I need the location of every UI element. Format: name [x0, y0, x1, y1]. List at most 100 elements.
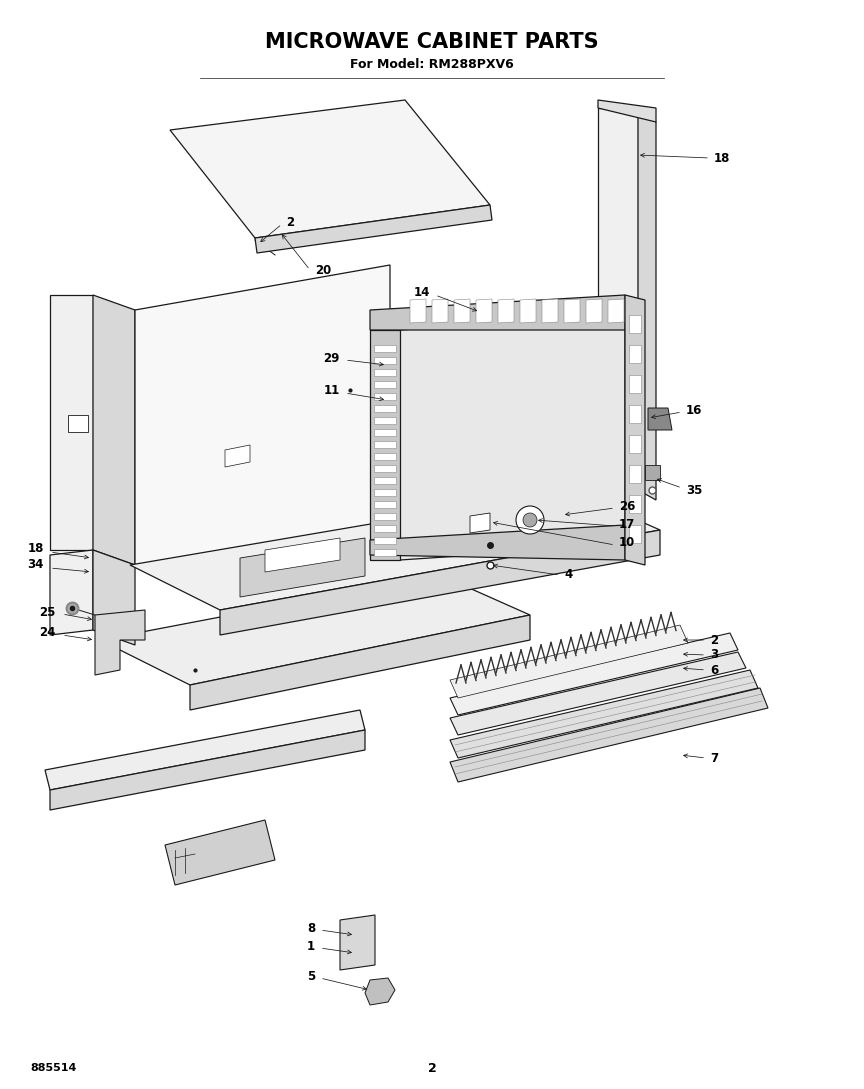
Text: 18: 18: [714, 151, 730, 164]
Polygon shape: [93, 295, 135, 565]
Polygon shape: [374, 393, 396, 400]
Text: 7: 7: [710, 751, 718, 764]
Polygon shape: [629, 525, 641, 543]
Polygon shape: [100, 575, 530, 685]
Polygon shape: [374, 549, 396, 556]
Text: 3: 3: [710, 649, 718, 661]
Polygon shape: [225, 445, 250, 467]
Polygon shape: [45, 710, 365, 790]
Text: 1: 1: [307, 940, 315, 953]
Polygon shape: [374, 501, 396, 507]
Polygon shape: [374, 465, 396, 472]
Polygon shape: [50, 550, 93, 635]
Text: For Model: RM288PXV6: For Model: RM288PXV6: [350, 59, 514, 72]
Polygon shape: [170, 100, 490, 238]
Polygon shape: [365, 978, 395, 1005]
Polygon shape: [586, 299, 602, 323]
Polygon shape: [370, 525, 625, 560]
Polygon shape: [638, 108, 656, 500]
Polygon shape: [165, 820, 275, 885]
Polygon shape: [450, 670, 758, 758]
Polygon shape: [374, 369, 396, 376]
Polygon shape: [374, 513, 396, 521]
Polygon shape: [564, 299, 580, 323]
Polygon shape: [598, 108, 638, 490]
Polygon shape: [374, 489, 396, 495]
Text: 18: 18: [28, 541, 44, 554]
Polygon shape: [629, 465, 641, 484]
Text: 34: 34: [28, 558, 44, 571]
Polygon shape: [629, 375, 641, 393]
Polygon shape: [370, 330, 400, 560]
Text: 6: 6: [710, 663, 718, 676]
Polygon shape: [370, 295, 625, 330]
Polygon shape: [265, 538, 340, 572]
Text: 29: 29: [324, 352, 340, 365]
Text: 26: 26: [619, 500, 635, 513]
Text: 25: 25: [40, 605, 56, 619]
Polygon shape: [374, 417, 396, 424]
Polygon shape: [135, 265, 390, 565]
Polygon shape: [50, 295, 93, 550]
Text: 2: 2: [286, 216, 294, 229]
Text: 14: 14: [414, 285, 430, 298]
Polygon shape: [190, 615, 530, 710]
Polygon shape: [374, 477, 396, 484]
Text: MICROWAVE CABINET PARTS: MICROWAVE CABINET PARTS: [265, 32, 599, 52]
Polygon shape: [520, 299, 536, 323]
Circle shape: [523, 513, 537, 527]
Polygon shape: [625, 295, 645, 565]
Text: 5: 5: [307, 969, 315, 982]
Polygon shape: [454, 299, 470, 323]
Polygon shape: [450, 625, 688, 698]
Polygon shape: [374, 537, 396, 544]
Circle shape: [516, 506, 544, 534]
Polygon shape: [50, 730, 365, 810]
Polygon shape: [629, 435, 641, 453]
Polygon shape: [608, 299, 624, 323]
Polygon shape: [374, 453, 396, 460]
Polygon shape: [130, 490, 660, 610]
Polygon shape: [648, 408, 672, 430]
Polygon shape: [340, 915, 375, 970]
Polygon shape: [68, 415, 88, 432]
Text: 2: 2: [710, 634, 718, 647]
Polygon shape: [255, 205, 492, 253]
Polygon shape: [542, 299, 558, 323]
Text: 17: 17: [619, 517, 635, 530]
Polygon shape: [410, 299, 426, 323]
Polygon shape: [374, 405, 396, 412]
Polygon shape: [374, 525, 396, 533]
Polygon shape: [240, 538, 365, 597]
Polygon shape: [450, 688, 768, 782]
Text: 2: 2: [428, 1062, 436, 1075]
Polygon shape: [374, 345, 396, 352]
Polygon shape: [374, 441, 396, 448]
Text: 16: 16: [686, 404, 702, 416]
Text: 24: 24: [40, 626, 56, 639]
Polygon shape: [498, 299, 514, 323]
Polygon shape: [400, 315, 625, 560]
Polygon shape: [645, 465, 660, 480]
Polygon shape: [220, 530, 660, 635]
Polygon shape: [93, 550, 135, 645]
Polygon shape: [432, 299, 448, 323]
Polygon shape: [598, 100, 656, 122]
Polygon shape: [629, 405, 641, 423]
Text: 4: 4: [564, 567, 572, 580]
Polygon shape: [629, 345, 641, 363]
Text: 8: 8: [307, 921, 315, 934]
Polygon shape: [470, 513, 490, 533]
Polygon shape: [374, 357, 396, 364]
Text: 11: 11: [324, 384, 340, 397]
Polygon shape: [476, 299, 492, 323]
Polygon shape: [629, 315, 641, 333]
Text: 20: 20: [315, 264, 331, 277]
Polygon shape: [450, 633, 738, 715]
Polygon shape: [95, 610, 145, 675]
Polygon shape: [629, 495, 641, 513]
Polygon shape: [450, 652, 746, 735]
Polygon shape: [374, 381, 396, 388]
Text: 10: 10: [619, 537, 635, 550]
Text: 885514: 885514: [30, 1063, 76, 1073]
